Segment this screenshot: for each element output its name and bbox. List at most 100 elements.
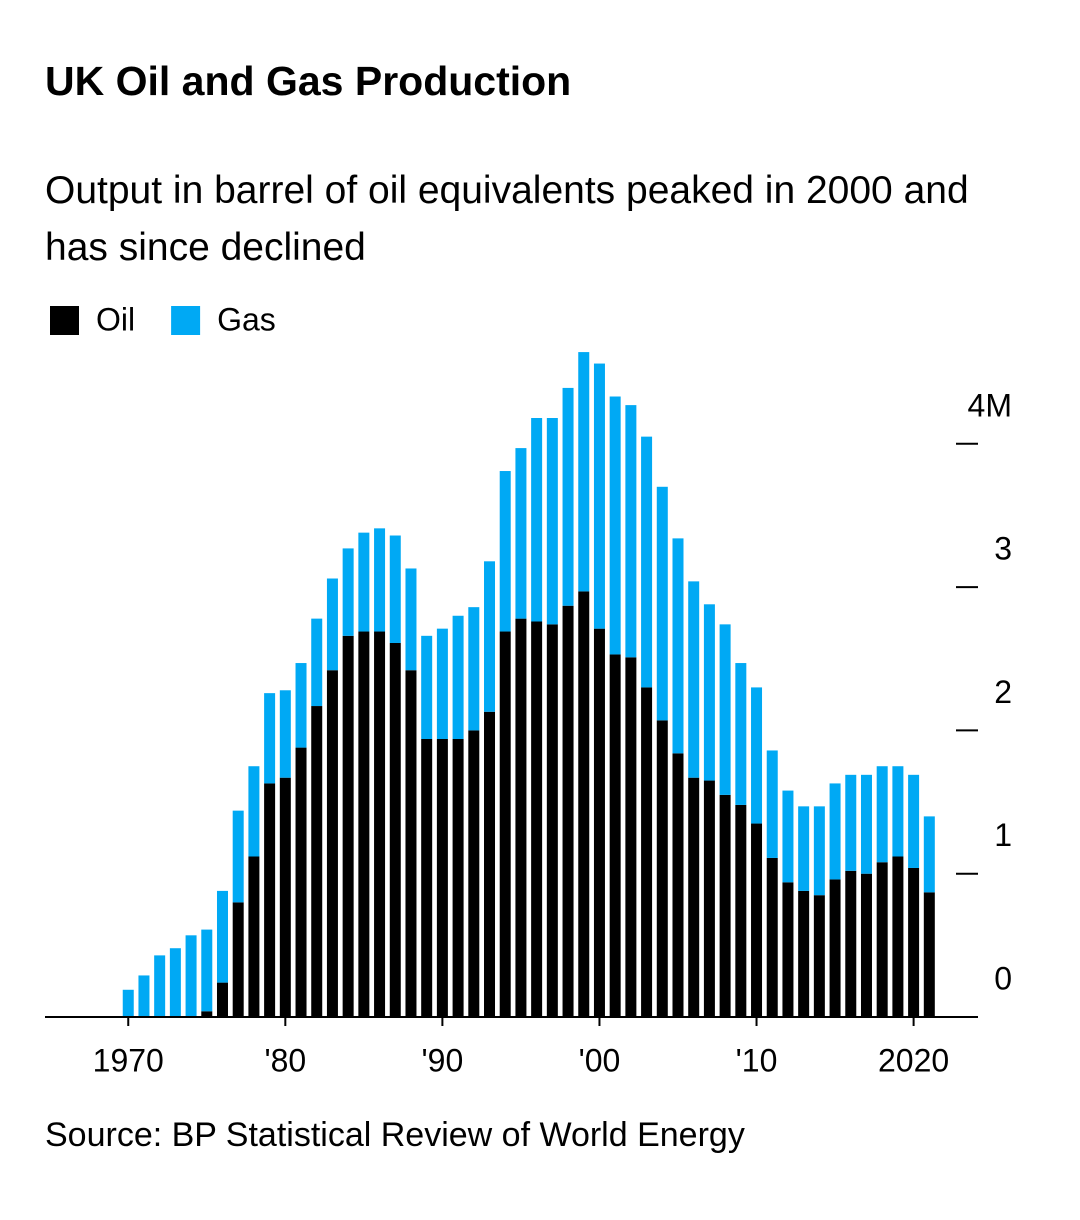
bar-segment [813, 895, 825, 1017]
bar-segment [436, 628, 448, 739]
bar-segment [766, 857, 778, 1017]
bar-segment [248, 856, 260, 1017]
legend-label: Gas [217, 301, 276, 337]
bar-segment [923, 892, 935, 1017]
bar-segment [342, 548, 354, 636]
y-tick-label: 1 [994, 817, 1012, 853]
bar-segment [798, 806, 810, 891]
bar-segment [751, 823, 763, 1017]
x-tick-label: '80 [264, 1042, 306, 1078]
chart: Oil Gas 0 1 2 3 4M 1970 '80 '90 '00 '10 2020 [45, 301, 1012, 1078]
bar-segment [421, 635, 433, 739]
bar-segment [326, 578, 338, 671]
chart-subtitle: Output in barrel of oil equivalents peak… [45, 169, 969, 269]
bar-segment [641, 436, 653, 688]
bar-segment [798, 890, 810, 1017]
source: Source: BP Statistical Review of World E… [45, 1116, 745, 1154]
bar-segment [672, 753, 684, 1017]
bar-segment [405, 568, 417, 671]
bar-segment [829, 879, 841, 1017]
bar-segment [908, 867, 920, 1017]
bar-segment [248, 766, 260, 857]
x-tick-label: 1970 [93, 1042, 164, 1078]
bar-segment [169, 948, 181, 1017]
bar-segment [311, 706, 323, 1017]
bar-segment [562, 387, 574, 606]
bar-segment [295, 663, 307, 748]
bar-segment [531, 418, 543, 622]
bar-segment [656, 720, 668, 1017]
bar-segment [374, 528, 386, 632]
bar-segment [860, 873, 872, 1017]
y-tick-label: 2 [994, 674, 1012, 710]
bar-segment [358, 532, 370, 632]
bar-segment [703, 604, 715, 781]
bar-segment [860, 774, 872, 874]
bar-segment [766, 750, 778, 858]
bar-segment [405, 670, 417, 1017]
x-tick-label: '90 [422, 1042, 464, 1078]
bar-segment [845, 774, 857, 871]
bar-segment [735, 804, 747, 1017]
bar-segment [892, 856, 904, 1017]
bar-segment [311, 618, 323, 707]
bar-segment [515, 618, 527, 1017]
bar-segment [609, 396, 621, 655]
bar-segment [279, 690, 291, 778]
bar-segment [201, 929, 213, 1012]
bar-segment [735, 663, 747, 805]
bar-segment [264, 783, 276, 1017]
bar-segment [374, 631, 386, 1017]
x-tick-label: '00 [579, 1042, 621, 1078]
bar-segment [468, 730, 480, 1017]
bar-segment [672, 538, 684, 754]
bar-segment [232, 902, 244, 1017]
bar-segment [593, 628, 605, 1017]
bar-segment [892, 766, 904, 857]
bar-segment [154, 955, 166, 1017]
legend-label: Oil [96, 301, 135, 337]
bar-segment [185, 935, 197, 1017]
bar-segment [876, 862, 888, 1017]
bar-segment [436, 738, 448, 1017]
chart-title: UK Oil and Gas Production [45, 58, 572, 104]
bar-segment [389, 535, 401, 643]
bar-segment [201, 1011, 213, 1017]
y-tick-label: 3 [994, 531, 1012, 567]
bar-segment [279, 777, 291, 1017]
y-tick-label: 0 [994, 960, 1012, 996]
bar-segment [546, 624, 558, 1017]
bar-segment [499, 471, 511, 632]
bar-segment [688, 777, 700, 1017]
bar-segment [876, 766, 888, 863]
x-tick-label: '10 [736, 1042, 778, 1078]
bar-segment [578, 591, 590, 1017]
bar-segment [562, 605, 574, 1017]
bar-segment [829, 783, 841, 880]
bar-segment [342, 635, 354, 1017]
x-tick-label: 2020 [878, 1042, 949, 1078]
bar-segment [216, 890, 228, 983]
bar-segment [138, 975, 150, 1017]
bar-segment [546, 418, 558, 625]
bar-segment [326, 670, 338, 1017]
bar-segment [452, 615, 464, 739]
bar-segment [782, 882, 794, 1017]
y-tick-label: 4M [968, 387, 1012, 423]
bar-segment [295, 747, 307, 1017]
bar-segment [358, 631, 370, 1017]
bar-segment [484, 561, 496, 712]
bar-segment [719, 624, 731, 795]
bar-segment [688, 581, 700, 778]
bar-segment [719, 794, 731, 1017]
bar-segment [452, 738, 464, 1017]
legend-swatch [171, 306, 201, 335]
bar-segment [908, 774, 920, 868]
bar-segment [751, 687, 763, 824]
legend-swatch [50, 306, 79, 335]
bar-segment [484, 711, 496, 1017]
bar-segment [593, 363, 605, 629]
bar-segment [625, 405, 637, 658]
bar-segment [656, 486, 668, 721]
